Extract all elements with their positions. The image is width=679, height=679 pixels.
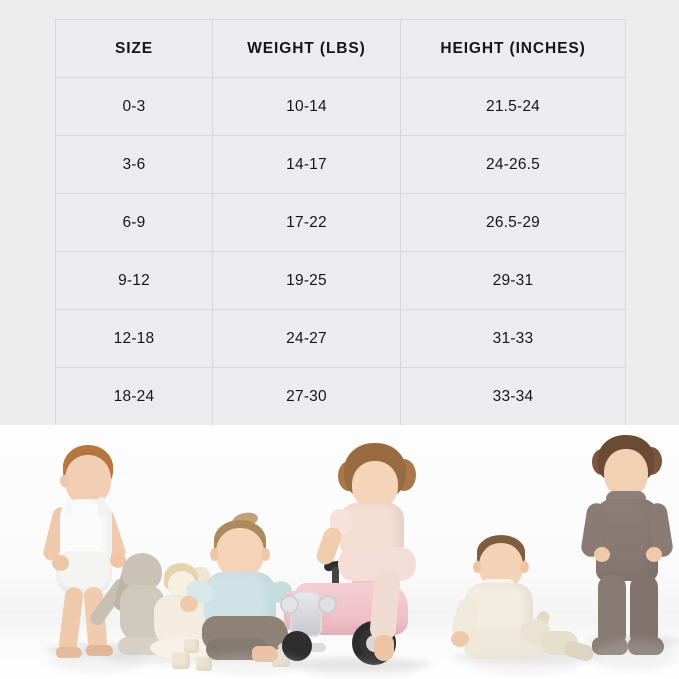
size-chart-table-container: SIZE WEIGHT (LBS) HEIGHT (INCHES) 0-3 10… xyxy=(55,19,626,426)
cell-height: 24-26.5 xyxy=(400,135,626,194)
leg-right xyxy=(630,575,658,647)
hand-right xyxy=(646,547,662,562)
car-headlight-left xyxy=(280,595,299,614)
car-steering-stem xyxy=(332,567,339,589)
calf xyxy=(368,570,402,642)
cell-weight: 24-27 xyxy=(212,309,401,368)
wooden-block xyxy=(172,653,190,669)
hand xyxy=(180,596,198,612)
baby-sitting-cream-sleepsuit xyxy=(449,535,571,669)
table-header-row: SIZE WEIGHT (LBS) HEIGHT (INCHES) xyxy=(55,19,626,78)
table-row: 18-24 27-30 33-34 xyxy=(55,367,626,426)
table-body: 0-3 10-14 21.5-24 3-6 14-17 24-26.5 6-9 … xyxy=(55,77,626,426)
floor-reflection xyxy=(592,641,676,671)
lifestyle-photo xyxy=(0,425,679,679)
hand-right xyxy=(110,553,126,568)
size-chart-table: SIZE WEIGHT (LBS) HEIGHT (INCHES) 0-3 10… xyxy=(55,19,626,426)
cell-height: 21.5-24 xyxy=(400,77,626,136)
hand-left xyxy=(52,555,69,571)
column-header-height: HEIGHT (INCHES) xyxy=(400,19,626,78)
toddler-walking-white-vest xyxy=(34,445,144,665)
foot-right xyxy=(86,645,113,656)
head xyxy=(65,455,111,505)
foot xyxy=(252,646,278,662)
vest-strap-left xyxy=(65,497,72,517)
wooden-block xyxy=(196,657,212,671)
hand xyxy=(451,631,469,647)
hand-left xyxy=(594,547,610,562)
wooden-block xyxy=(184,639,199,653)
shadow xyxy=(282,657,432,671)
cell-height: 31-33 xyxy=(400,309,626,368)
ear xyxy=(60,475,69,487)
cell-size: 6-9 xyxy=(55,193,213,252)
cell-height: 29-31 xyxy=(400,251,626,310)
cell-size: 12-18 xyxy=(55,309,213,368)
leg-left xyxy=(58,586,84,654)
column-header-weight: WEIGHT (LBS) xyxy=(212,19,401,78)
floor-reflection xyxy=(50,647,146,673)
foot xyxy=(374,635,394,661)
ear-right xyxy=(261,548,270,561)
ear-left xyxy=(210,548,219,561)
head xyxy=(604,449,648,497)
cell-weight: 17-22 xyxy=(212,193,401,252)
vest-strap-right xyxy=(98,497,105,517)
cell-height: 33-34 xyxy=(400,367,626,426)
foot-right xyxy=(628,637,664,655)
floor-reflection xyxy=(200,653,304,675)
column-header-size: SIZE xyxy=(55,19,213,78)
cell-weight: 19-25 xyxy=(212,251,401,310)
cell-weight: 14-17 xyxy=(212,135,401,194)
head xyxy=(216,528,264,578)
cell-size: 3-6 xyxy=(55,135,213,194)
cell-weight: 10-14 xyxy=(212,77,401,136)
cell-size: 0-3 xyxy=(55,77,213,136)
toddler-on-pink-ride-on-car xyxy=(314,443,438,673)
plush-bunny xyxy=(87,553,196,665)
car-wheel-front xyxy=(282,631,312,661)
cell-size: 18-24 xyxy=(55,367,213,426)
doll-frill xyxy=(150,637,216,659)
table-row: 12-18 24-27 31-33 xyxy=(55,309,626,368)
foot-left xyxy=(592,637,628,655)
cell-height: 26.5-29 xyxy=(400,193,626,252)
ear-left xyxy=(473,561,482,573)
table-row: 3-6 14-17 24-26.5 xyxy=(55,135,626,194)
cell-weight: 27-30 xyxy=(212,367,401,426)
table-row: 0-3 10-14 21.5-24 xyxy=(55,77,626,136)
table-row: 9-12 19-25 29-31 xyxy=(55,251,626,310)
head xyxy=(352,461,398,509)
bunny-head xyxy=(122,553,162,591)
blue-top xyxy=(204,572,276,624)
leg-left xyxy=(598,575,626,647)
floor-reflection xyxy=(300,659,420,679)
car-headlight-right xyxy=(318,595,337,614)
plush-bunny-small xyxy=(520,609,596,671)
toddler-standing-mocha-sleepsuit xyxy=(578,435,679,671)
table-header: SIZE WEIGHT (LBS) HEIGHT (INCHES) xyxy=(55,19,626,78)
ear-right xyxy=(520,561,529,573)
baby-sitting-blue-top xyxy=(180,510,300,668)
table-row: 6-9 17-22 26.5-29 xyxy=(55,193,626,252)
cell-size: 9-12 xyxy=(55,251,213,310)
floor-reflection xyxy=(470,653,580,675)
foot-left xyxy=(56,647,82,658)
